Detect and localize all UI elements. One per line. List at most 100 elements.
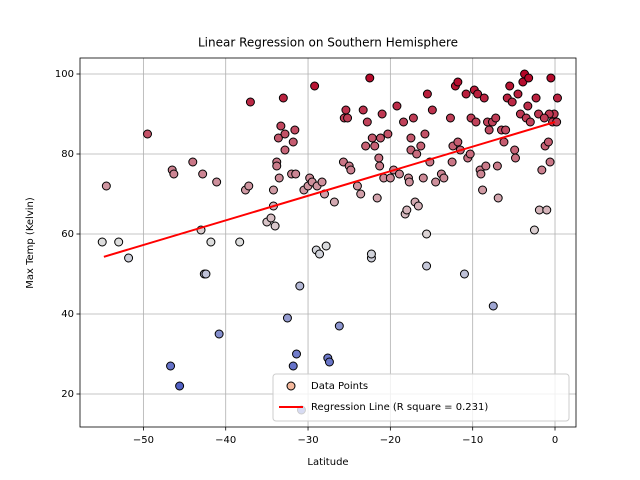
data-point xyxy=(317,177,327,187)
data-point xyxy=(97,237,107,247)
data-point xyxy=(539,113,549,123)
data-point xyxy=(406,133,416,143)
data-point xyxy=(315,249,325,259)
data-point xyxy=(453,77,463,87)
data-point xyxy=(513,89,523,99)
data-point xyxy=(488,301,498,311)
data-point xyxy=(392,101,402,111)
data-point xyxy=(476,169,486,179)
data-point xyxy=(280,145,290,155)
data-point xyxy=(542,205,552,215)
y-tick-label: 60 xyxy=(61,229,74,240)
data-point xyxy=(278,93,288,103)
data-point xyxy=(362,117,372,127)
data-point xyxy=(372,193,382,203)
legend-label: Regression Line (R square = 0.231) xyxy=(311,402,488,413)
data-point xyxy=(507,97,517,107)
data-point xyxy=(375,133,385,143)
data-point xyxy=(101,181,111,191)
data-point xyxy=(346,165,356,175)
data-point xyxy=(402,205,412,215)
data-point xyxy=(329,197,339,207)
y-tick-label: 80 xyxy=(61,149,74,160)
data-point xyxy=(282,313,292,323)
data-point xyxy=(291,169,301,179)
data-point xyxy=(478,185,488,195)
data-point xyxy=(290,125,300,135)
regression-line xyxy=(103,121,556,258)
data-point xyxy=(375,161,385,171)
data-point xyxy=(280,129,290,139)
data-point xyxy=(324,357,334,367)
data-point xyxy=(270,221,280,231)
data-point xyxy=(447,157,457,167)
data-point xyxy=(413,201,423,211)
data-point xyxy=(169,169,179,179)
data-point xyxy=(274,173,284,183)
data-point xyxy=(481,161,491,171)
y-tick-label: 20 xyxy=(61,389,74,400)
data-point xyxy=(543,137,553,147)
data-point xyxy=(473,89,483,99)
data-point xyxy=(166,361,176,371)
data-point xyxy=(245,97,255,107)
data-point xyxy=(399,117,409,127)
data-point xyxy=(439,173,449,183)
chart-title: Linear Regression on Southern Hemisphere xyxy=(198,36,458,50)
plot-frame xyxy=(79,57,577,428)
x-tick-label: −40 xyxy=(215,435,236,446)
data-point xyxy=(422,261,432,271)
data-point xyxy=(479,93,489,103)
x-tick-label: −30 xyxy=(297,435,318,446)
data-point xyxy=(422,229,432,239)
legend: Data Points Regression Line (R square = 0… xyxy=(272,373,570,422)
data-point xyxy=(366,249,376,259)
data-point xyxy=(453,137,463,147)
plot-marks xyxy=(97,69,562,415)
data-point xyxy=(374,153,384,163)
data-point xyxy=(266,213,276,223)
data-point xyxy=(552,93,562,103)
data-point xyxy=(420,129,430,139)
y-tick-label: 100 xyxy=(55,69,74,80)
data-point xyxy=(471,117,481,127)
x-tick-label: 0 xyxy=(552,435,558,446)
data-point xyxy=(143,129,153,139)
data-point xyxy=(292,349,302,359)
data-point xyxy=(408,113,418,123)
legend-box xyxy=(272,373,570,422)
data-point xyxy=(465,149,475,159)
data-point xyxy=(198,169,208,179)
data-point xyxy=(510,145,520,155)
data-point xyxy=(365,73,375,83)
data-point xyxy=(445,113,455,123)
data-point xyxy=(268,185,278,195)
data-point xyxy=(404,177,414,187)
x-axis-label: Latitude xyxy=(307,457,348,468)
data-point xyxy=(459,269,469,279)
legend-label: Data Points xyxy=(311,381,368,392)
data-point xyxy=(484,125,494,135)
data-point xyxy=(524,73,534,83)
data-point xyxy=(244,181,254,191)
data-point xyxy=(343,113,353,123)
data-point xyxy=(418,173,428,183)
data-point xyxy=(206,237,216,247)
data-point xyxy=(288,137,298,147)
data-point xyxy=(461,89,471,99)
data-point xyxy=(358,105,368,115)
data-point xyxy=(537,165,547,175)
axes: −50 −40 −30 −20 −10 0 20 40 60 80 100 xyxy=(55,69,558,446)
data-point xyxy=(212,177,222,187)
data-point xyxy=(276,121,286,131)
x-tick-label: −50 xyxy=(133,435,154,446)
data-point xyxy=(394,169,404,179)
data-point xyxy=(427,105,437,115)
data-point xyxy=(525,117,535,127)
data-point xyxy=(416,141,426,151)
data-point xyxy=(383,129,393,139)
y-axis-label: Max Temp (Kelvin) xyxy=(25,197,36,289)
y-tick-label: 40 xyxy=(61,309,74,320)
data-point xyxy=(523,101,533,111)
